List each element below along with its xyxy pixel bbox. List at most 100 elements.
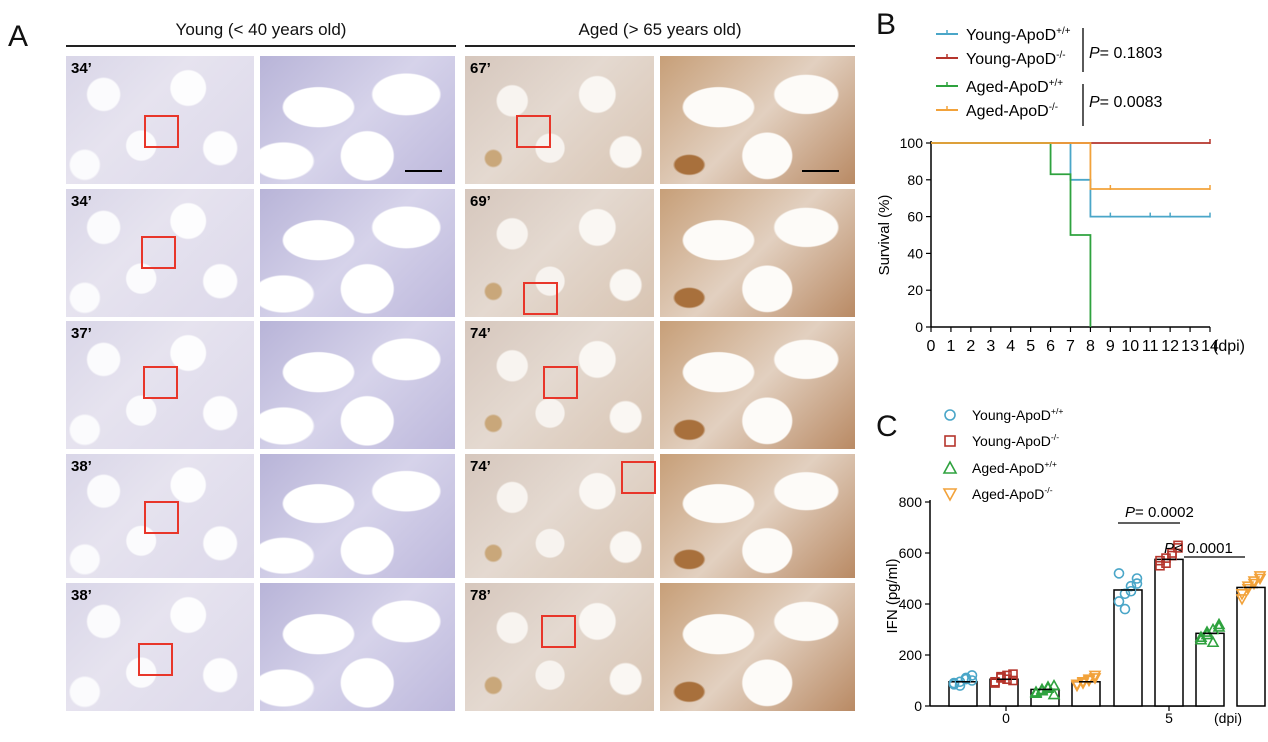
aged-group-rule [465, 45, 855, 47]
data-point [960, 672, 972, 684]
y-tick-label: 800 [899, 494, 923, 510]
data-point [1247, 576, 1261, 588]
aged-zoom-tile-1 [660, 56, 855, 184]
data-point [1088, 670, 1102, 683]
aged-zoom-tile-2 [660, 189, 855, 317]
data-point [966, 675, 978, 686]
legend-marker [942, 460, 958, 474]
data-point [960, 673, 972, 685]
survival-line [931, 142, 1210, 190]
roi-box [523, 282, 558, 315]
legend-label: Young-ApoD-/- [972, 432, 1059, 449]
data-point [1113, 596, 1125, 607]
panel-a-letter: A [8, 20, 29, 53]
young-age-label: 34’ [71, 193, 92, 210]
survival-line [931, 142, 1210, 218]
data-point [1082, 674, 1096, 686]
legend-label: Aged-ApoD-/- [972, 485, 1053, 502]
data-point [1088, 673, 1102, 685]
data-point [1125, 585, 1137, 597]
panel-c-letter: C [876, 410, 898, 443]
p-value-2: P< 0.0001 [1164, 540, 1233, 557]
x-tick-label: 4 [1006, 338, 1015, 355]
p-value-1: P= 0.0002 [1125, 504, 1194, 521]
aged-age-label: 74’ [470, 325, 491, 342]
x-tick-label: 8 [1086, 338, 1095, 355]
data-point [1131, 573, 1143, 584]
data-point [1008, 675, 1018, 686]
y-tick-label: 0 [915, 319, 923, 335]
data-point [1161, 558, 1171, 569]
ifn-bar [1236, 586, 1266, 707]
data-point [1029, 686, 1043, 699]
ifn-bar [1030, 688, 1060, 707]
aged-overview-tile-3: 74’ [465, 321, 654, 449]
data-point [1241, 581, 1255, 593]
data-point [966, 670, 978, 681]
data-point [1200, 627, 1214, 640]
data-point [1194, 633, 1208, 645]
data-point [1253, 573, 1267, 586]
x-tick-label: 13 [1181, 338, 1199, 355]
young-zoom-tile-4 [260, 454, 455, 578]
ifn-bars: P= 0.0002 P< 0.0001 [948, 504, 1267, 707]
y-tick-label: 100 [900, 135, 924, 151]
data-point [1002, 670, 1012, 681]
young-zoom-tile-2 [260, 189, 455, 317]
data-point [954, 680, 966, 691]
data-point [1070, 680, 1084, 693]
data-point [990, 676, 1000, 687]
ifn-axes: 0 200 400 600 800 0 5 [899, 494, 1210, 726]
x-tick-label: 5 [1026, 338, 1035, 355]
legend-marker [944, 409, 956, 421]
data-point [1253, 571, 1267, 583]
x-tick-label: 7 [1066, 338, 1075, 355]
y-tick-label: 80 [907, 172, 923, 188]
legend-label: Aged-ApoD+/+ [966, 78, 1063, 96]
legend-label: Aged-ApoD+/+ [972, 459, 1057, 476]
data-point [1076, 678, 1090, 690]
roi-box [621, 461, 656, 494]
x-tick-label: 2 [966, 338, 975, 355]
data-point [954, 676, 966, 688]
ifn-y-label: IFN (pg/ml) [884, 558, 901, 633]
x-tick-label: 5 [1165, 710, 1173, 726]
x-tick-label: 9 [1106, 338, 1115, 355]
young-overview-tile-5: 38’ [66, 583, 254, 711]
young-age-label: 38’ [71, 587, 92, 604]
data-point [1035, 684, 1049, 696]
aged-age-label: 74’ [470, 458, 491, 475]
y-tick-label: 200 [899, 647, 923, 663]
data-point [1035, 682, 1049, 695]
ifn-bar [1113, 589, 1143, 707]
y-tick-label: 0 [914, 698, 922, 714]
ifn-legend: Young-ApoD+/+ Young-ApoD-/- Aged-ApoD+/+ Ag… [942, 406, 1063, 502]
survival-legend: Young-ApoD+/+ Young-ApoD-/- Aged-ApoD+/+ Ag… [936, 26, 1163, 126]
data-point [948, 679, 960, 690]
data-point [1212, 620, 1226, 632]
roi-box [543, 366, 578, 399]
aged-group-title: Aged (> 65 years old) [578, 20, 742, 39]
survival-x-unit: (dpi) [1213, 338, 1245, 355]
data-point [1194, 630, 1208, 642]
data-point [1167, 548, 1177, 558]
ifn-bar [989, 678, 1019, 707]
aged-zoom-tile-4 [660, 454, 855, 578]
y-tick-label: 40 [907, 245, 923, 261]
roi-box [144, 115, 179, 148]
survival-y-label: Survival (%) [876, 195, 893, 276]
data-point [1235, 594, 1249, 606]
young-group-rule [66, 45, 456, 47]
young-age-label: 37’ [71, 325, 92, 342]
aged-age-label: 78’ [470, 587, 491, 604]
data-point [1161, 553, 1171, 563]
x-tick-label: 11 [1142, 338, 1159, 355]
legend-marker [942, 488, 958, 502]
roi-box [143, 366, 178, 399]
aged-age-label: 67’ [470, 60, 491, 77]
data-point [1076, 676, 1090, 689]
aged-zoom-tile-3 [660, 321, 855, 449]
ifn-bar [948, 681, 978, 707]
young-zoom-tile-5 [260, 583, 455, 711]
